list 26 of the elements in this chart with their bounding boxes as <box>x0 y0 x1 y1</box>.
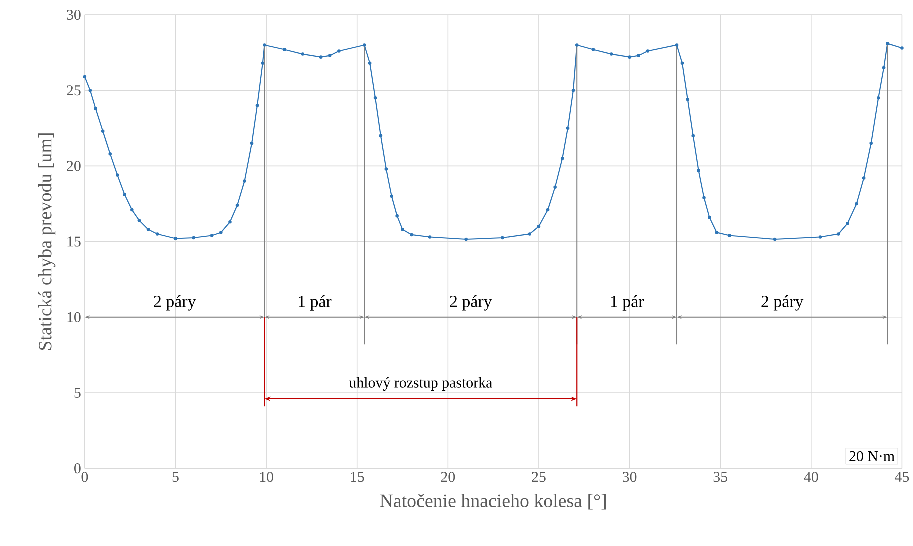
x-tick-label: 35 <box>714 472 728 482</box>
annotation: 1 pár <box>299 296 332 312</box>
y-tick-label: 15 <box>68 237 81 248</box>
x-tick-label: 20 <box>441 472 456 482</box>
y-tick-label: 25 <box>67 86 81 96</box>
y-tick-label: 5 <box>74 388 81 398</box>
annotation: 20 N·m <box>850 452 895 462</box>
x-tick-label: 40 <box>804 472 818 482</box>
annotation: 2 páry <box>154 296 196 312</box>
x-tick-label: 5 <box>172 472 179 482</box>
x-axis-title: Natočenie hnacieho kolesa [°] <box>380 494 606 510</box>
annotation: 2 páry <box>450 296 492 312</box>
x-tick-label: 30 <box>623 472 637 482</box>
x-tick-label: 10 <box>260 472 274 482</box>
x-tick-label: 45 <box>895 472 910 482</box>
annotation: 1 pár <box>611 296 644 312</box>
x-tick-label: 0 <box>82 472 88 482</box>
y-tick-label: 20 <box>67 161 81 172</box>
y-axis-title: Statická chyba prevodu [um] <box>38 134 56 350</box>
annotation: uhlový rozstup pastorka <box>349 378 492 392</box>
x-tick-label: 15 <box>351 472 364 482</box>
x-tick-label: 25 <box>532 472 546 482</box>
annotation: 2 páry <box>762 296 804 312</box>
y-tick-label: 10 <box>68 312 81 323</box>
y-tick-label: 0 <box>74 464 81 474</box>
y-tick-label: 30 <box>67 10 81 20</box>
